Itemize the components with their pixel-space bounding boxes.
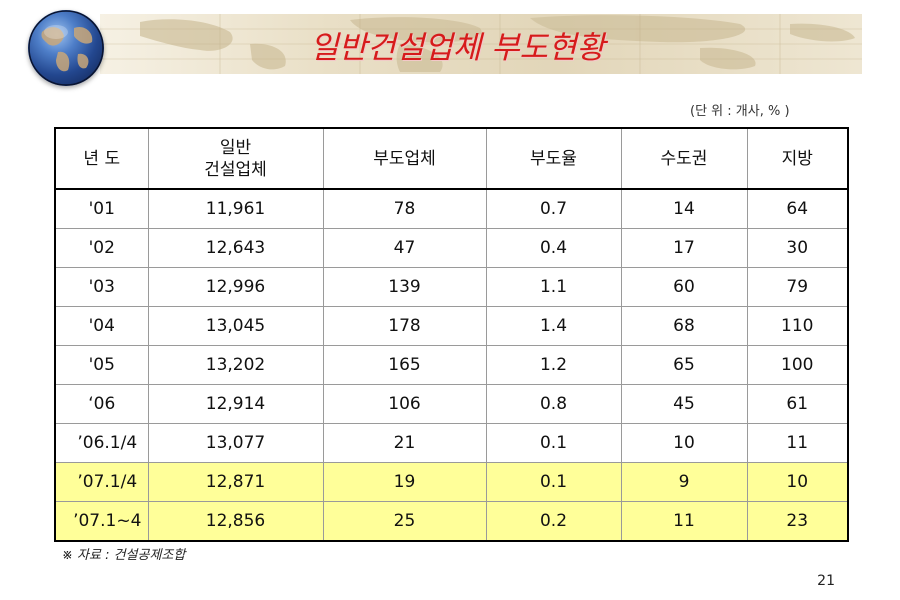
- header-general-contractors: 일반 건설업체: [147, 127, 324, 190]
- table-row: ’06.1/4 13,077 21 0.1 10 11: [54, 423, 849, 463]
- cell-year: ’07.1~4: [54, 501, 149, 542]
- cell-regional: 11: [746, 423, 849, 463]
- cell-capital-area: 60: [620, 267, 748, 307]
- cell-capital-area: 9: [620, 462, 748, 502]
- cell-general-contractors: 11,961: [147, 188, 324, 229]
- cell-bankrupt-firms: 178: [322, 306, 487, 346]
- cell-year: '03: [54, 267, 149, 307]
- table-row: ‘06 12,914 106 0.8 45 61: [54, 384, 849, 424]
- cell-general-contractors: 13,045: [147, 306, 324, 346]
- source-note: ※ 자료 : 건설공제조합: [62, 548, 186, 563]
- world-map-background: [100, 14, 862, 74]
- cell-general-contractors: 12,856: [147, 501, 324, 542]
- cell-year: ’06.1/4: [54, 423, 149, 463]
- table-row: ’07.1~4 12,856 25 0.2 11 23: [54, 501, 849, 542]
- cell-bankruptcy-rate: 0.8: [485, 384, 622, 424]
- cell-general-contractors: 13,202: [147, 345, 324, 385]
- cell-bankrupt-firms: 19: [322, 462, 487, 502]
- header-capital-area: 수도권: [620, 127, 748, 190]
- cell-bankruptcy-rate: 1.2: [485, 345, 622, 385]
- cell-general-contractors: 12,914: [147, 384, 324, 424]
- cell-bankruptcy-rate: 1.4: [485, 306, 622, 346]
- table-row: '02 12,643 47 0.4 17 30: [54, 228, 849, 268]
- table-row: '04 13,045 178 1.4 68 110: [54, 306, 849, 346]
- cell-general-contractors: 12,871: [147, 462, 324, 502]
- page-title: 일반건설업체 부도현황: [310, 30, 606, 66]
- cell-regional: 30: [746, 228, 849, 268]
- cell-regional: 64: [746, 188, 849, 229]
- table-body: '01 11,961 78 0.7 14 64'02 12,643 47 0.4 17 30'03 1…: [54, 188, 849, 542]
- cell-bankruptcy-rate: 0.1: [485, 462, 622, 502]
- globe-icon: [28, 10, 104, 86]
- cell-bankruptcy-rate: 0.4: [485, 228, 622, 268]
- cell-year: '02: [54, 228, 149, 268]
- cell-bankrupt-firms: 25: [322, 501, 487, 542]
- cell-regional: 10: [746, 462, 849, 502]
- cell-bankruptcy-rate: 1.1: [485, 267, 622, 307]
- cell-capital-area: 10: [620, 423, 748, 463]
- header-year: 년 도: [54, 127, 149, 190]
- cell-bankruptcy-rate: 0.1: [485, 423, 622, 463]
- cell-bankrupt-firms: 106: [322, 384, 487, 424]
- cell-capital-area: 11: [620, 501, 748, 542]
- cell-bankruptcy-rate: 0.7: [485, 188, 622, 229]
- cell-bankruptcy-rate: 0.2: [485, 501, 622, 542]
- cell-year: '05: [54, 345, 149, 385]
- cell-bankrupt-firms: 139: [322, 267, 487, 307]
- cell-capital-area: 68: [620, 306, 748, 346]
- cell-year: '01: [54, 188, 149, 229]
- header-bankrupt-firms: 부도업체: [322, 127, 487, 190]
- cell-bankrupt-firms: 78: [322, 188, 487, 229]
- cell-general-contractors: 12,643: [147, 228, 324, 268]
- table-row: ’07.1/4 12,871 19 0.1 9 10: [54, 462, 849, 502]
- cell-bankrupt-firms: 165: [322, 345, 487, 385]
- cell-general-contractors: 13,077: [147, 423, 324, 463]
- cell-bankrupt-firms: 47: [322, 228, 487, 268]
- cell-capital-area: 14: [620, 188, 748, 229]
- cell-year: '04: [54, 306, 149, 346]
- bankruptcy-table: 년 도 일반 건설업체 부도업체 부도율 수도권 지방 '01 11,961 78 0.7 14 64…: [54, 127, 849, 542]
- cell-general-contractors: 12,996: [147, 267, 324, 307]
- cell-regional: 110: [746, 306, 849, 346]
- table-row: '01 11,961 78 0.7 14 64: [54, 188, 849, 229]
- cell-capital-area: 17: [620, 228, 748, 268]
- cell-regional: 100: [746, 345, 849, 385]
- cell-bankrupt-firms: 21: [322, 423, 487, 463]
- title-banner: [100, 14, 862, 74]
- unit-note: (단 위 : 개사, % ): [690, 104, 790, 119]
- cell-regional: 23: [746, 501, 849, 542]
- table-row: '05 13,202 165 1.2 65 100: [54, 345, 849, 385]
- cell-capital-area: 65: [620, 345, 748, 385]
- cell-regional: 61: [746, 384, 849, 424]
- cell-year: ‘06: [54, 384, 149, 424]
- cell-regional: 79: [746, 267, 849, 307]
- page-number: 21: [817, 573, 835, 589]
- cell-year: ’07.1/4: [54, 462, 149, 502]
- header-bankruptcy-rate: 부도율: [485, 127, 622, 190]
- table-header-row: 년 도 일반 건설업체 부도업체 부도율 수도권 지방: [54, 127, 849, 190]
- cell-capital-area: 45: [620, 384, 748, 424]
- table-row: '03 12,996 139 1.1 60 79: [54, 267, 849, 307]
- header-regional: 지방: [746, 127, 849, 190]
